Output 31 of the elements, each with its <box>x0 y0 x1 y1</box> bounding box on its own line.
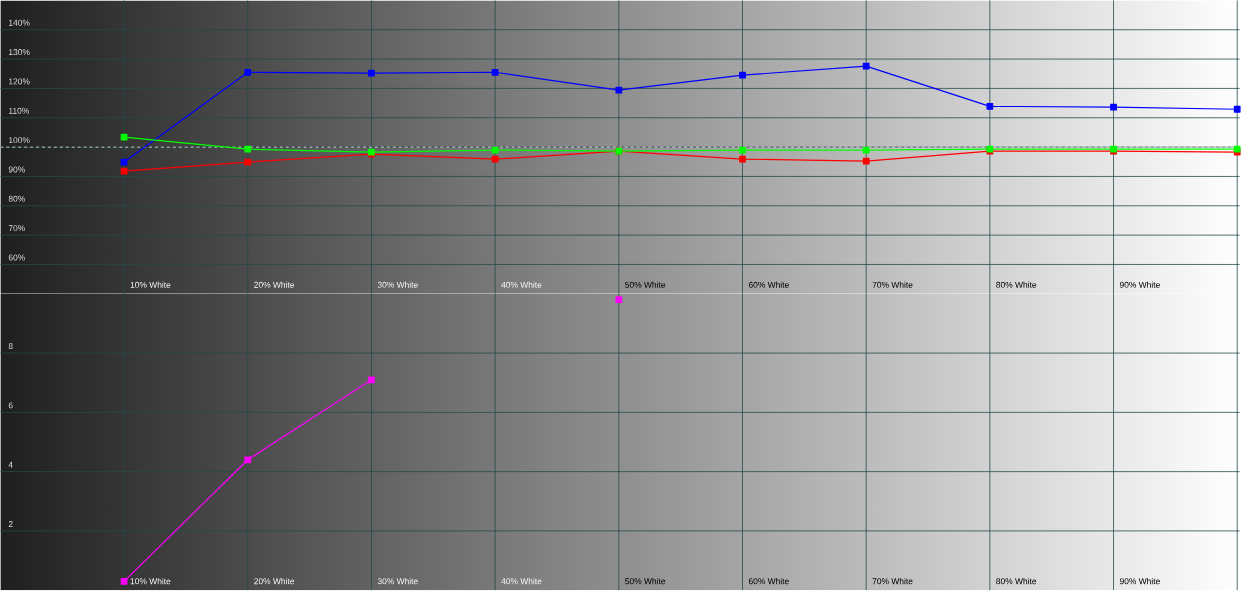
x-tick-label: 60% White <box>748 578 789 585</box>
x-tick-label: 10% White <box>130 578 171 585</box>
x-tick-label: 60% White <box>748 281 789 289</box>
x-tick-label: 30% White <box>377 578 418 585</box>
y-tick-label: 100% <box>9 137 30 144</box>
x-tick-label: 50% White <box>625 578 666 585</box>
x-tick-label: 80% White <box>996 281 1037 289</box>
y-tick-label: 70% <box>8 225 25 232</box>
x-tick-label: 70% White <box>872 281 913 289</box>
x-tick-label: 70% White <box>872 578 913 585</box>
y-tick-label: 130% <box>9 49 30 56</box>
y-tick-label: 140% <box>9 19 30 26</box>
x-tick-label: 20% White <box>254 578 295 585</box>
x-tick-label: 10% White <box>130 281 171 289</box>
y-tick-label: 90% <box>8 166 25 173</box>
y-tick-label: 110% <box>9 108 29 114</box>
x-tick-label: 40% White <box>501 281 542 289</box>
y-tick-label: 2 <box>8 521 13 528</box>
y-tick-label: 60% <box>8 254 25 261</box>
x-tick-label: 50% White <box>625 281 666 289</box>
y-tick-label: 8 <box>8 343 13 350</box>
y-tick-label: 120% <box>9 78 30 85</box>
x-tick-label: 80% White <box>996 578 1037 585</box>
x-tick-label: 30% White <box>377 281 418 289</box>
x-tick-label: 90% White <box>1119 281 1160 289</box>
x-tick-label: 90% White <box>1119 578 1160 585</box>
y-tick-label: 80% <box>8 196 25 202</box>
y-tick-label: 6 <box>8 402 13 409</box>
y-tick-label: 4 <box>8 462 13 468</box>
x-tick-label: 40% White <box>501 578 542 585</box>
x-tick-label: 20% White <box>254 281 295 289</box>
